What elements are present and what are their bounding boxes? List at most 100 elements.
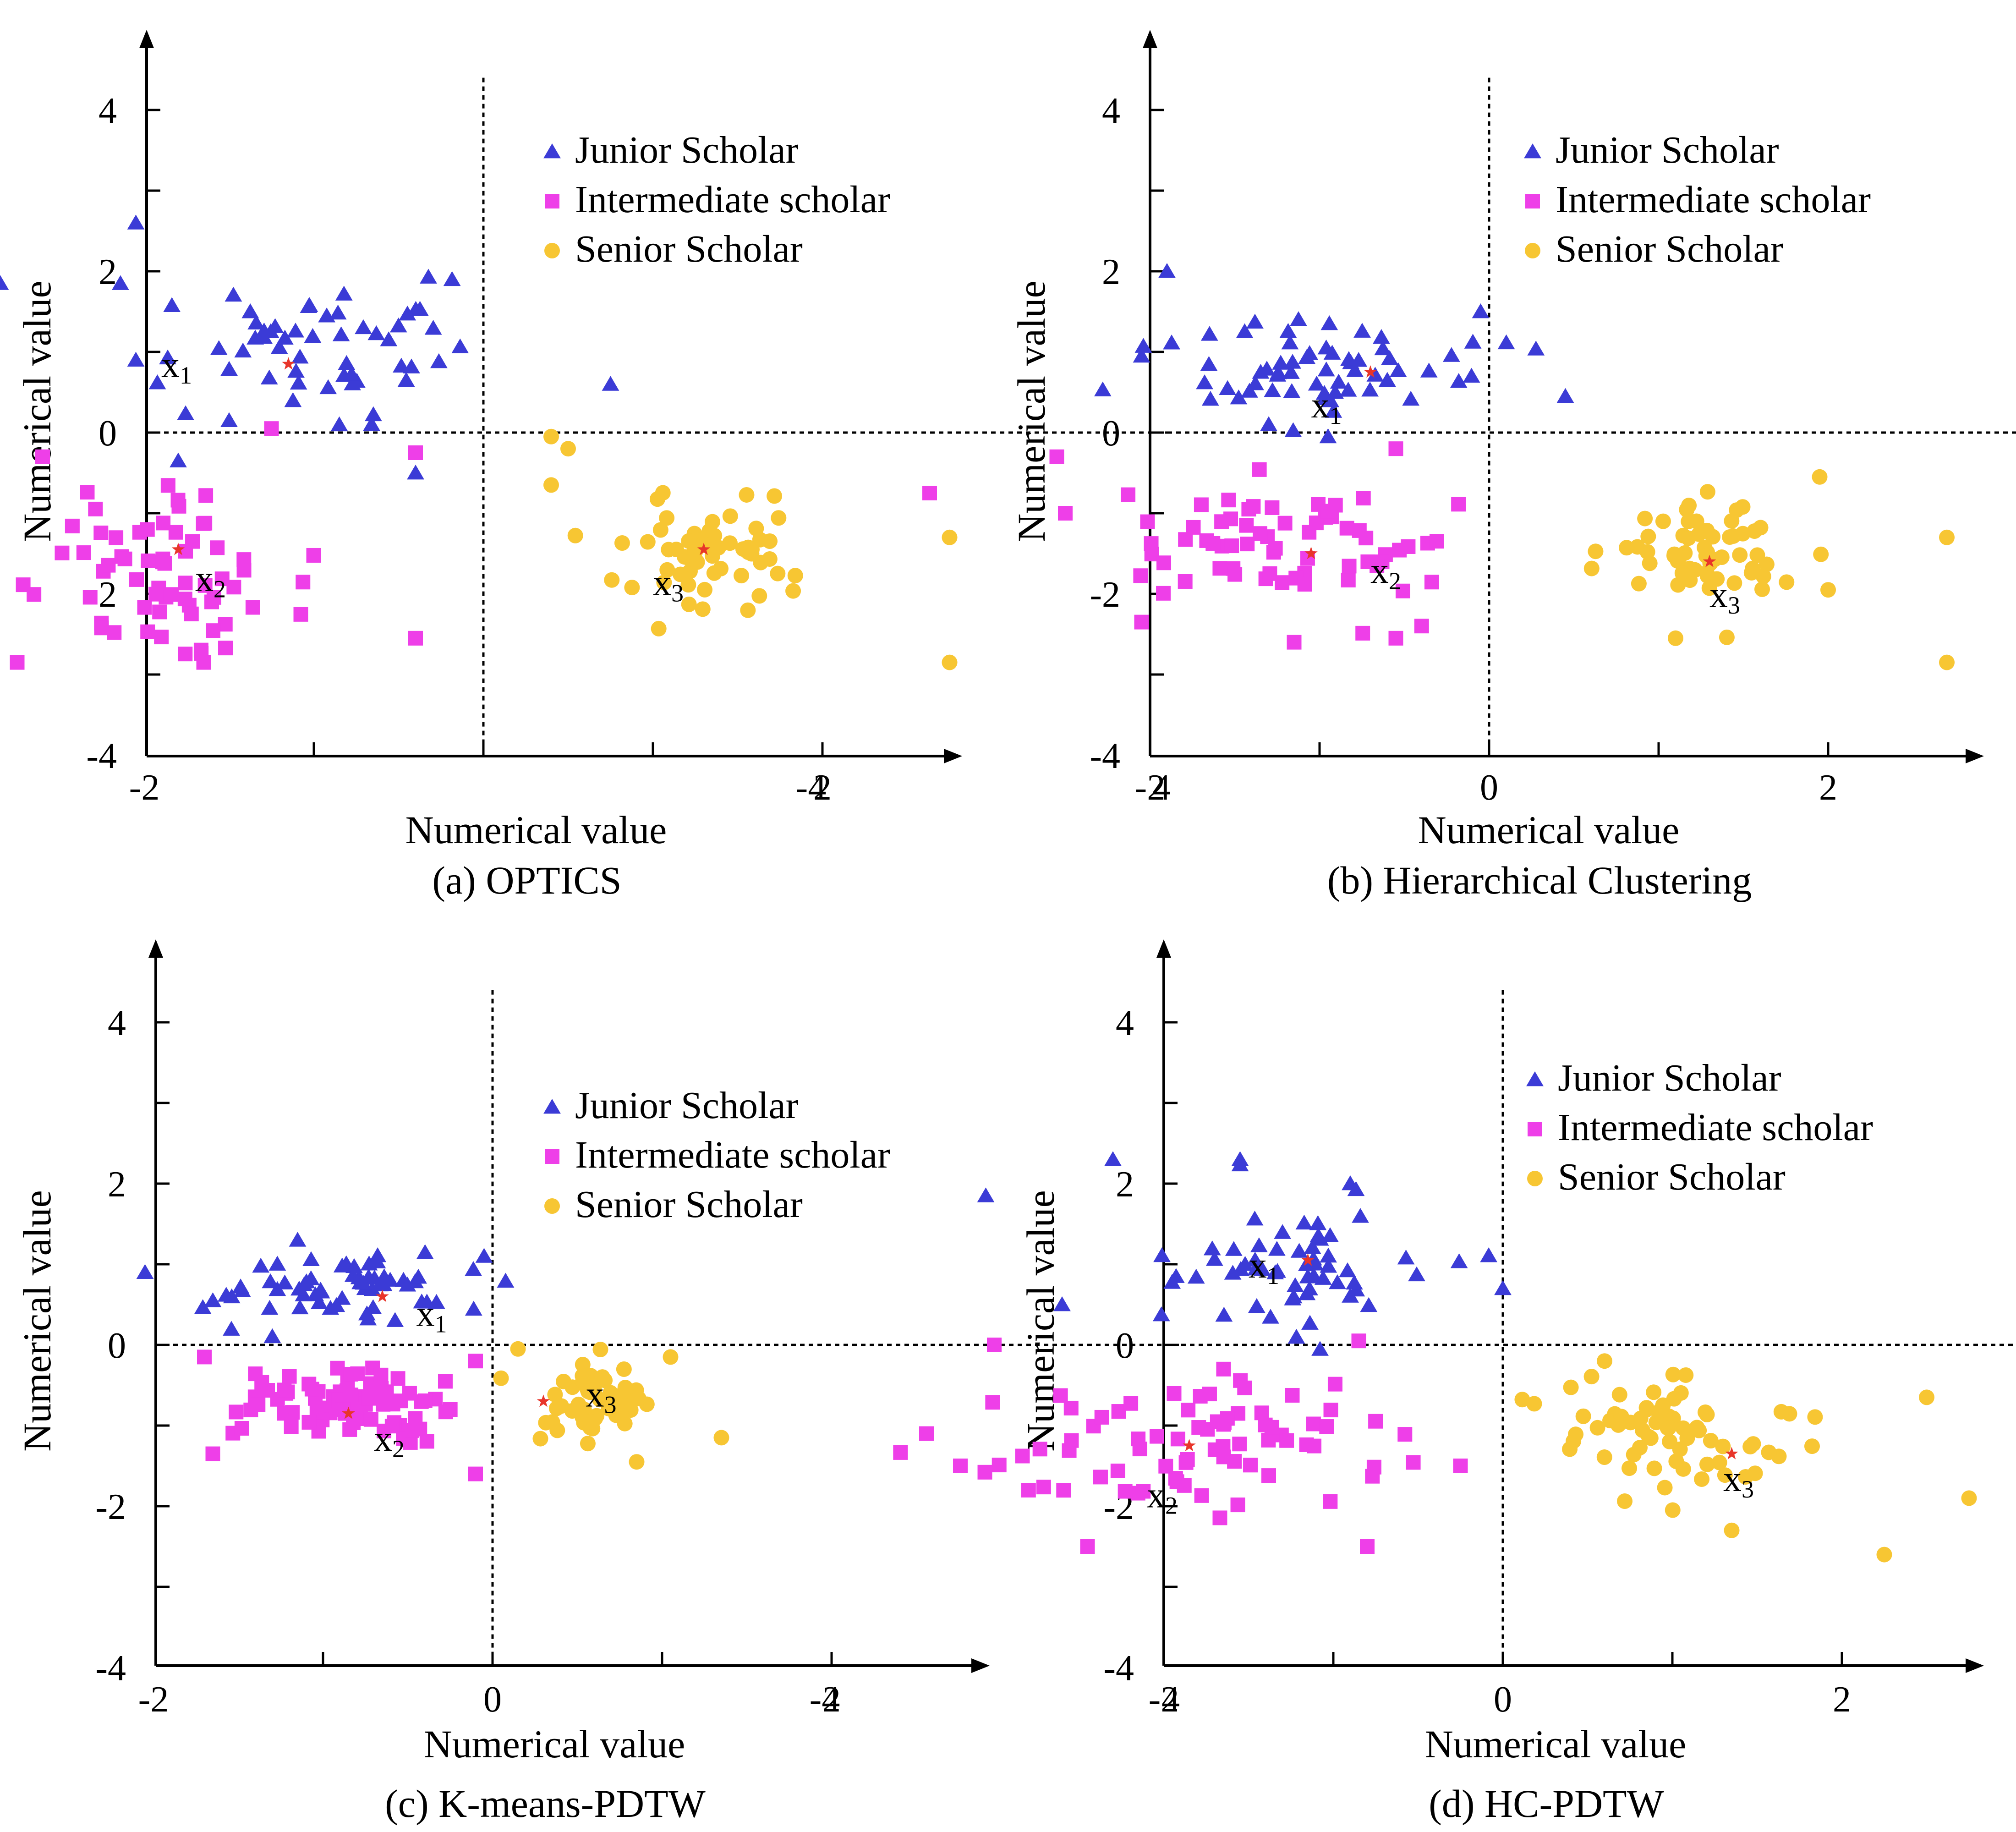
data-point-triangle (1346, 362, 1364, 377)
data-point-circle (1670, 577, 1686, 593)
data-point-triangle (1326, 384, 1344, 399)
data-point-circle (1754, 581, 1770, 597)
data-point-triangle (1295, 1214, 1313, 1230)
data-point-square (1351, 1333, 1366, 1349)
data-point-square (330, 1360, 345, 1376)
data-point-circle (697, 581, 713, 598)
data-point-square (284, 1419, 299, 1434)
y-tick-label: 0 (1102, 413, 1120, 454)
data-point-triangle (241, 303, 259, 318)
data-point-square (1094, 1410, 1109, 1425)
data-point-triangle (220, 361, 238, 376)
data-point-circle (942, 529, 958, 545)
data-point-circle (629, 1454, 645, 1470)
data-point-square (1264, 1420, 1279, 1435)
panel-caption: (c) K-means-PDTW (385, 1782, 706, 1826)
data-point-triangle (1283, 383, 1301, 398)
y-axis-arrow (139, 30, 154, 48)
data-point-circle (1804, 1438, 1820, 1454)
data-point-triangle (1450, 1253, 1468, 1268)
data-point-square (245, 600, 260, 615)
data-point-square (1056, 1483, 1071, 1498)
data-point-circle (661, 542, 677, 558)
y-tick-label: 2 (108, 1164, 126, 1205)
data-point-triangle (1381, 350, 1398, 365)
centroid-label: x3 (1709, 575, 1740, 619)
data-point-triangle (1342, 1288, 1359, 1303)
data-point-triangle (1329, 1274, 1346, 1289)
data-point-square (1136, 1484, 1151, 1499)
data-point-circle (592, 1342, 608, 1358)
data-point-triangle (1252, 364, 1270, 379)
data-point-triangle (225, 286, 242, 302)
data-point-square (1132, 1442, 1147, 1457)
data-point-circle (1753, 520, 1769, 536)
data-point-triangle (1272, 355, 1290, 370)
panel-caption: (a) OPTICS (432, 858, 621, 902)
data-point-square (1110, 1464, 1125, 1479)
panel-3: -4 -2 0 2 4 4 2 0 -2 -4 Numerical value Numerical v… (15, 939, 1180, 1826)
data-point-square (1232, 1437, 1247, 1452)
data-point-square (197, 1349, 212, 1365)
data-point-circle (1640, 528, 1656, 544)
data-point-triangle (220, 412, 238, 427)
data-point-square (93, 525, 109, 540)
data-point-circle (1759, 556, 1775, 572)
x-tick-label: -2 (1135, 768, 1166, 808)
data-point-triangle (1241, 383, 1258, 398)
data-point-triangle (223, 1288, 241, 1304)
data-point-circle (1646, 1460, 1662, 1476)
data-point-square (164, 587, 179, 602)
data-point-circle (771, 510, 787, 526)
data-point-square (385, 1397, 400, 1412)
data-point-triangle (1319, 428, 1337, 444)
data-point-triangle (416, 1244, 434, 1259)
data-point-circle (582, 1414, 598, 1430)
data-point-triangle (1187, 1268, 1205, 1284)
data-point-square (1216, 1361, 1231, 1377)
data-point-circle (1735, 526, 1751, 542)
centroid-label: x1 (1249, 1245, 1279, 1289)
legend-entry: Intermediate scholar (575, 1134, 890, 1176)
y-tick-label: 4 (1102, 91, 1120, 131)
data-point-square (154, 630, 169, 645)
data-point-square (160, 478, 175, 493)
data-point-circle (1597, 1353, 1612, 1369)
data-point-circle (1589, 1420, 1605, 1436)
data-point-square (1453, 1459, 1468, 1473)
data-point-circle (1617, 1493, 1633, 1509)
data-point-triangle (1286, 1277, 1304, 1292)
centroid-star (282, 357, 295, 370)
data-point-triangle (1450, 373, 1468, 388)
data-point-square (417, 1393, 433, 1408)
data-point-triangle (1472, 303, 1490, 318)
series-circle (1583, 469, 1955, 670)
data-point-square (1134, 614, 1149, 630)
data-point-circle (761, 551, 778, 567)
y-tick-label: 2 (1102, 252, 1120, 292)
data-point-triangle (291, 348, 309, 364)
data-point-triangle (1339, 1262, 1356, 1278)
data-point-circle (1680, 530, 1696, 546)
data-point-triangle (111, 275, 129, 290)
data-point-triangle (1374, 340, 1392, 356)
data-point-triangle (260, 369, 278, 385)
data-point-circle (1575, 1408, 1591, 1424)
data-point-square (1368, 1414, 1383, 1429)
data-point-triangle (127, 351, 145, 367)
y-tick-label: -4 (95, 1648, 126, 1689)
data-point-square (277, 1382, 292, 1398)
data-point-square (438, 1374, 453, 1389)
y-tick-label: 4 (108, 1003, 126, 1043)
data-point-square (438, 1404, 453, 1420)
legend-triangle-icon (1524, 143, 1541, 159)
series-triangle (1094, 263, 1574, 444)
data-point-triangle (1287, 1328, 1305, 1344)
legend-circle-icon (544, 1198, 560, 1214)
data-point-square (1200, 1422, 1215, 1437)
data-point-square (468, 1354, 483, 1369)
data-point-triangle (344, 1267, 362, 1282)
data-point-circle (1714, 549, 1730, 565)
data-point-triangle (343, 366, 361, 381)
data-point-square (193, 642, 208, 658)
